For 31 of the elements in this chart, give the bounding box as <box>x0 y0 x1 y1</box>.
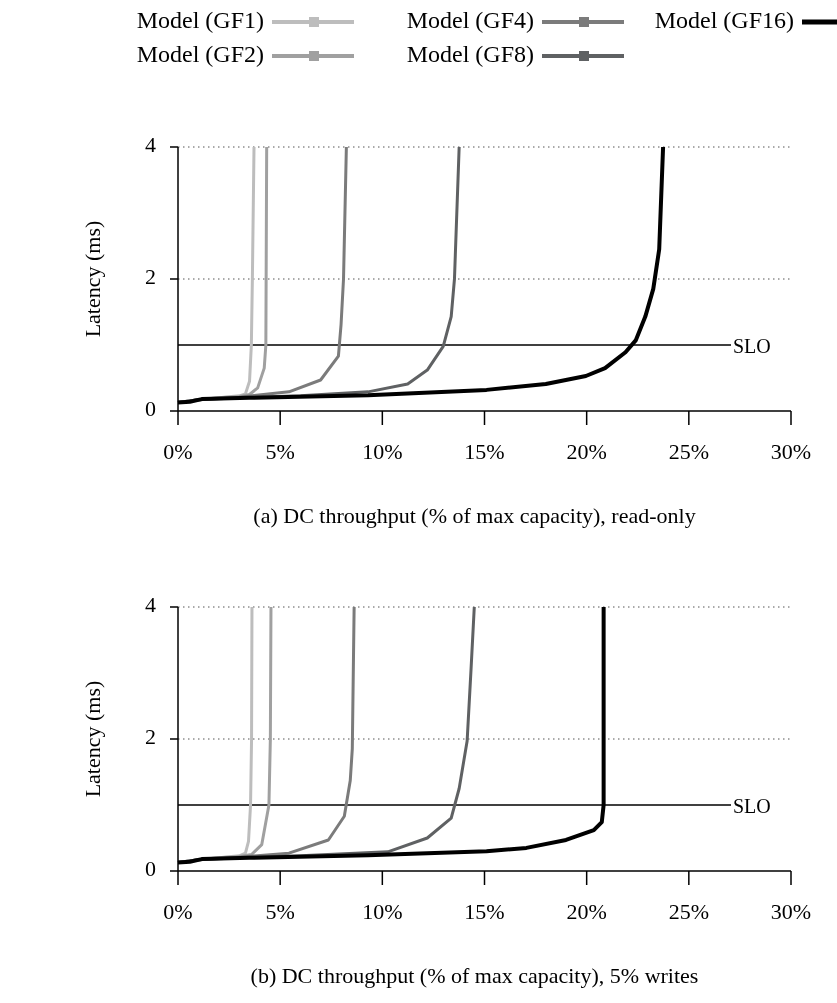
x-tick-label: 15% <box>464 439 505 464</box>
y-tick-label: 0 <box>145 396 156 422</box>
y-axis-title: Latency (ms) <box>80 220 105 338</box>
x-tick-label: 10% <box>362 439 403 464</box>
x-tick-label: 30% <box>770 439 812 464</box>
ref-line-label: SLO <box>733 335 771 357</box>
x-tick-label: 0% <box>163 439 193 464</box>
y-tick-label: 0 <box>145 856 156 882</box>
x-tick-label: 20% <box>566 899 607 924</box>
x-tick-label: 0% <box>163 899 193 924</box>
x-tick-label: 15% <box>464 899 505 924</box>
legend-label: Model (GF2) <box>136 40 264 67</box>
ref-line-label: SLO <box>733 795 771 817</box>
y-tick-label: 4 <box>145 132 156 158</box>
x-tick-label: 5% <box>265 439 295 464</box>
x-tick-label: 30% <box>770 899 812 924</box>
x-tick-label: 10% <box>362 899 403 924</box>
x-axis-title: (b) DC throughput (% of max capacity), 5% writes <box>250 963 699 988</box>
legend-label: Model (GF4) <box>406 6 534 33</box>
x-axis-title: (a) DC throughput (% of max capacity), read-only <box>253 503 696 528</box>
legend-label: Model (GF1) <box>136 6 264 33</box>
x-tick-label: 20% <box>566 439 607 464</box>
legend-label: Model (GF8) <box>406 40 534 67</box>
x-tick-label: 25% <box>668 439 709 464</box>
x-tick-label: 25% <box>668 899 709 924</box>
y-tick-label: 2 <box>145 724 156 750</box>
y-axis-title: Latency (ms) <box>80 680 105 798</box>
y-tick-label: 2 <box>145 264 156 290</box>
legend-label: Model (GF16) <box>654 6 794 33</box>
y-tick-label: 4 <box>145 592 156 618</box>
x-tick-label: 5% <box>265 899 295 924</box>
